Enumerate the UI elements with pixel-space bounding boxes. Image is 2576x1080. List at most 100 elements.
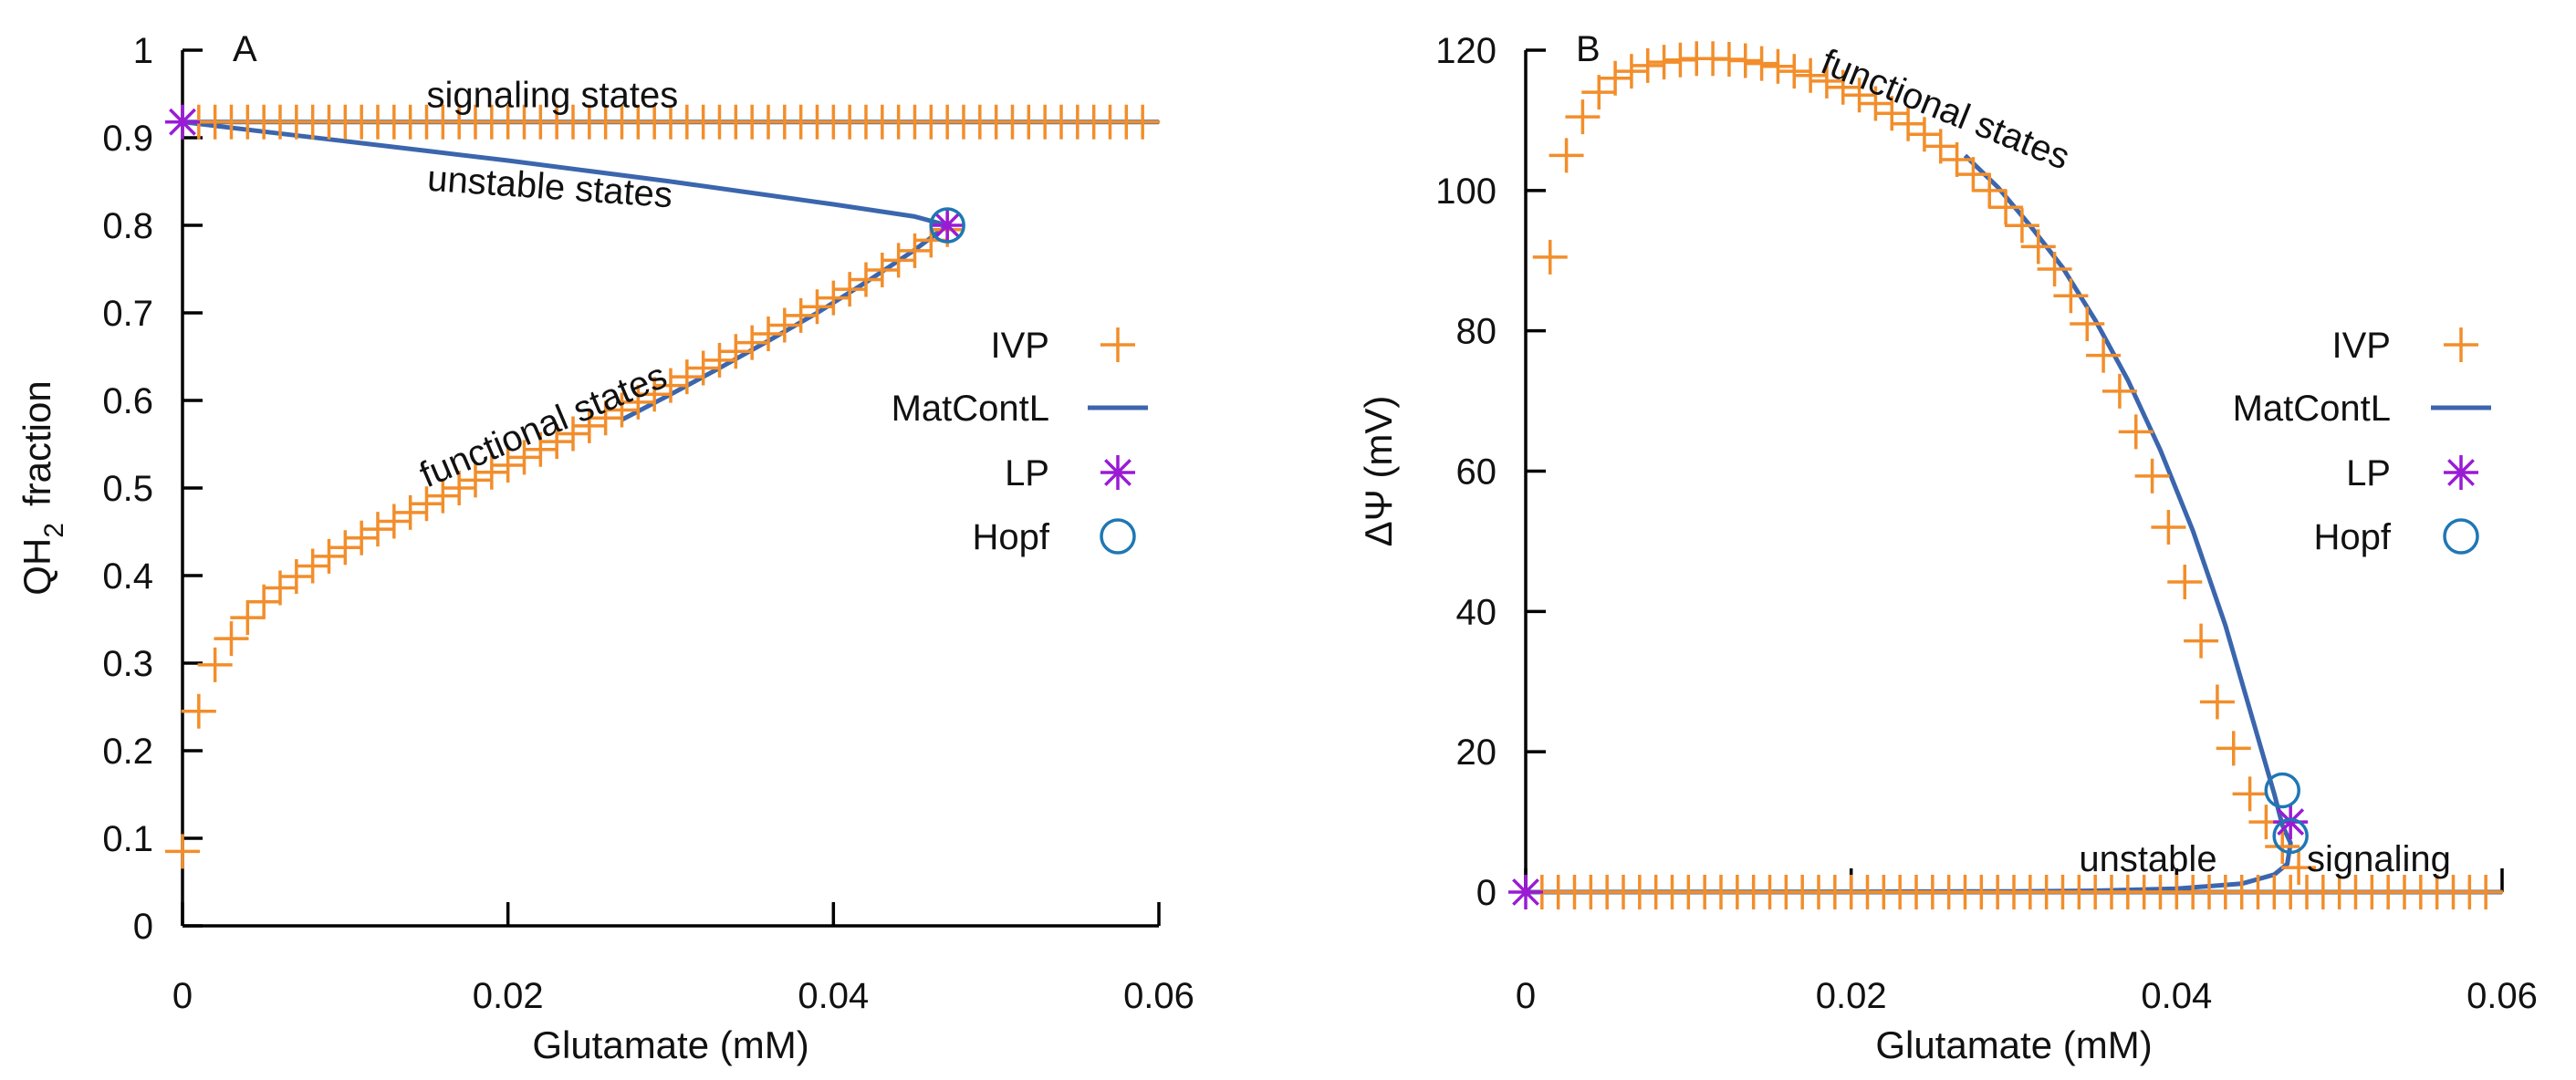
x-tick-label: 0.04: [798, 976, 869, 1016]
y-tick-label: 0.3: [102, 644, 153, 684]
ivp-point: [751, 317, 786, 352]
ivp-point: [328, 530, 363, 566]
ivp-point: [1825, 69, 1861, 105]
y-tick-label: 0.7: [102, 294, 153, 334]
x-tick-label: 0.04: [2141, 976, 2212, 1016]
ivp-point: [1809, 63, 1844, 99]
ivp-point: [1532, 239, 1568, 275]
y-tick-label: 0.8: [102, 206, 153, 246]
ivp-point: [1923, 129, 1958, 164]
ivp-point: [506, 440, 542, 475]
annotation-signaling: signaling: [2307, 839, 2451, 879]
ivp-point: [799, 289, 835, 325]
ivp-point: [295, 548, 330, 584]
ivp-point: [767, 307, 802, 343]
ivp-point: [474, 454, 509, 490]
x-axis-label: Glutamate (mM): [532, 1023, 808, 1066]
y-tick-label: 1: [133, 31, 153, 71]
ivp-point: [637, 377, 673, 412]
ivp-point: [1858, 86, 1893, 121]
legend-ivp-icon: [2444, 327, 2478, 362]
y-tick-label: 0.1: [102, 819, 153, 859]
ivp-point: [1939, 141, 1975, 177]
ivp-point: [2004, 208, 2039, 244]
annotation-functional-states: functional states: [1816, 42, 2075, 178]
y-tick-label: 0: [133, 907, 153, 947]
y-tick-label: 40: [1456, 592, 1497, 632]
ivp-point: [197, 647, 233, 682]
ivp-point: [604, 392, 640, 428]
ivp-point: [442, 471, 477, 505]
ivp-point: [2020, 229, 2056, 265]
ivp-point: [490, 448, 526, 483]
ivp-point: [409, 486, 444, 522]
y-tick-label: 120: [1435, 31, 1497, 71]
ivp-point: [685, 350, 721, 386]
ivp-point: [1841, 78, 1877, 113]
ivp-point: [1630, 47, 1665, 83]
lp-point: [1508, 875, 1543, 909]
ivp-point: [1972, 172, 2008, 208]
y-axis-label: ΔΨ (mV): [1357, 396, 1400, 547]
ivp-point: [2086, 338, 2122, 373]
ivp-point: [246, 584, 282, 619]
lp-point: [165, 104, 200, 140]
ivp-point: [458, 462, 493, 498]
x-tick-label: 0.06: [1123, 976, 1194, 1016]
ivp-point: [2118, 414, 2154, 450]
ivp-point: [849, 262, 883, 297]
ivp-point: [392, 494, 428, 530]
ivp-point: [1744, 46, 1779, 81]
ivp-point: [1727, 43, 1763, 78]
ivp-point: [360, 512, 395, 547]
y-tick-label: 0.5: [102, 469, 153, 509]
ivp-point: [376, 504, 412, 539]
legend-label-lp: LP: [1005, 453, 1049, 493]
ivp-point: [1125, 104, 1161, 140]
ivp-point: [571, 408, 607, 443]
ivp-point: [1988, 190, 2024, 225]
lp-point: [2273, 805, 2309, 840]
ivp-point: [523, 431, 558, 467]
ivp-point: [816, 280, 851, 316]
ivp-point: [1581, 75, 1617, 110]
annotation-unstable-states: unstable states: [426, 159, 673, 216]
legend-label-ivp: IVP: [991, 326, 1049, 366]
ivp-point: [1777, 54, 1812, 89]
y-tick-label: 0.6: [102, 381, 153, 421]
y-tick-label: 0.2: [102, 732, 153, 772]
ivp-point: [214, 621, 249, 657]
ivp-point: [2281, 850, 2317, 886]
ivp-point: [2167, 565, 2203, 600]
ivp-point: [2265, 829, 2300, 865]
ivp-point: [165, 834, 200, 869]
hopf-point: [2272, 817, 2309, 855]
ivp-point: [735, 325, 770, 360]
legend-label-lp: LP: [2346, 453, 2391, 493]
ivp-point: [2232, 776, 2268, 812]
ivp-point: [311, 538, 347, 574]
ivp-point: [621, 384, 656, 420]
ivp-point: [181, 693, 216, 729]
ivp-point: [230, 600, 266, 636]
y-tick-label: 80: [1456, 312, 1497, 352]
ivp-point: [344, 520, 380, 556]
ivp-point: [2037, 251, 2072, 286]
x-tick-label: 0: [172, 976, 193, 1016]
legend-hopf-icon: [1100, 518, 1136, 555]
ivp-point: [864, 252, 900, 287]
legend-ivp-icon: [1100, 327, 1135, 362]
ivp-point: [1760, 48, 1796, 84]
panel-label: A: [233, 29, 257, 69]
hopf-point: [929, 207, 965, 244]
ivp-point: [2053, 278, 2089, 314]
ivp-point: [556, 416, 590, 452]
annotation-unstable: unstable: [2079, 839, 2216, 879]
ivp-point: [588, 400, 623, 436]
ivp-point: [539, 424, 575, 460]
ivp-point: [2184, 623, 2219, 659]
x-tick-label: 0: [1516, 976, 1536, 1016]
ivp-point: [653, 368, 688, 403]
legend-label-hopf: Hopf: [973, 517, 1050, 557]
x-tick-label: 0.02: [473, 976, 544, 1016]
